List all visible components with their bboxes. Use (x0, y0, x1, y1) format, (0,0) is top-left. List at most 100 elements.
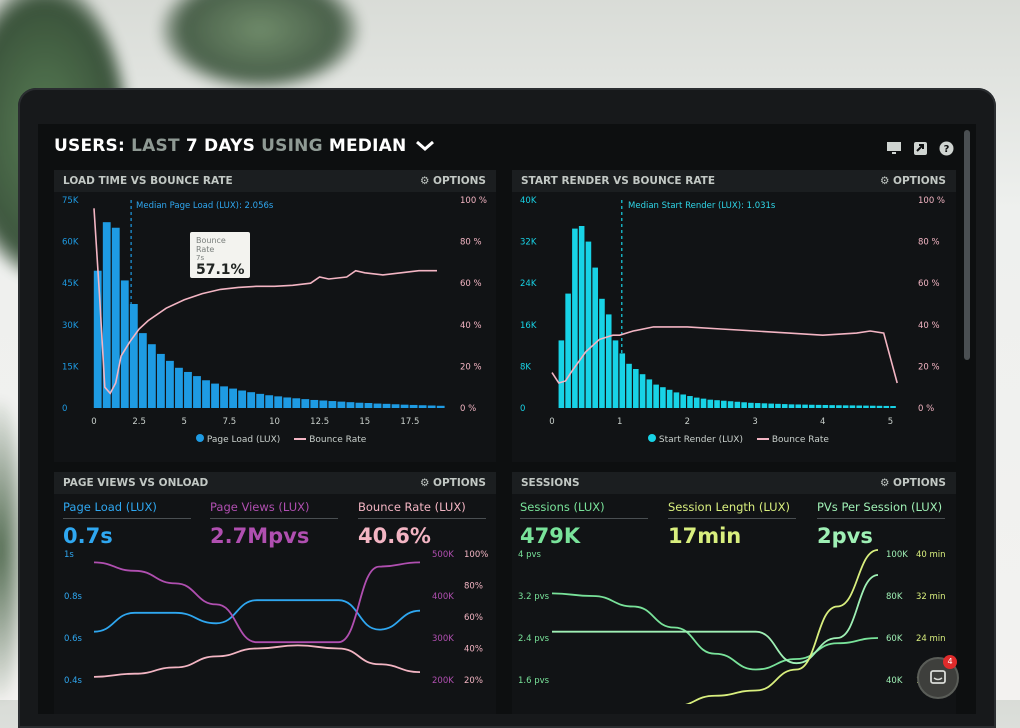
metric-value: 40.6% (358, 524, 431, 548)
bar (427, 405, 436, 408)
y-tick-label: 60K (62, 238, 79, 248)
bar (156, 353, 165, 408)
y-tick-label: 75K (62, 196, 79, 206)
bar (400, 404, 409, 408)
metric-value: 0.7s (63, 524, 113, 548)
chevron-down-icon[interactable] (415, 140, 435, 152)
legend-item[interactable]: Bounce Rate (756, 434, 829, 445)
y-tick-label: 2.4 pvs (518, 634, 550, 644)
bar (626, 363, 632, 408)
median-annotation: Median Page Load (LUX): 2.056s (136, 201, 274, 211)
bounce-rate-line (93, 208, 437, 395)
x-tick-label: 4 (820, 417, 825, 427)
header-period-dropdown[interactable]: 7 DAYS (185, 136, 256, 156)
legend-item[interactable]: Bounce Rate (294, 435, 366, 445)
y-tick-label: 1.6 pvs (518, 676, 550, 686)
x-tick-label: 2 (685, 417, 690, 427)
legend-label: Bounce Rate (771, 434, 829, 445)
metric-value: 17min (668, 524, 742, 548)
bar (409, 404, 418, 408)
bar (775, 403, 781, 408)
legend-label: Start Render (LUX) (658, 435, 743, 445)
panel-page-views: PAGE VIEWS VS ONLOAD ⚙ OPTIONS Page Load… (54, 472, 496, 714)
series-line (552, 574, 879, 665)
y-tick-label: 3.2 pvs (518, 592, 550, 602)
legend-item[interactable]: Page Load (LUX) (196, 434, 280, 445)
options-button[interactable]: ⚙ OPTIONS (879, 175, 946, 187)
bar (256, 393, 265, 408)
bar (578, 226, 585, 408)
bar (680, 394, 686, 408)
y-tick-label: 400K (432, 592, 454, 602)
tooltip-sub: 7s (196, 254, 205, 262)
bar (727, 401, 734, 408)
y-tick-label: 20% (464, 676, 483, 686)
y2-tick-label: 40 % (460, 321, 482, 331)
median-annotation: Median Start Render (LUX): 1.031s (628, 201, 776, 211)
help-icon[interactable]: ? (938, 140, 954, 156)
x-tick-label: 7.5 (223, 417, 237, 427)
bar (795, 404, 802, 408)
bar (673, 392, 680, 408)
y-tick-label: 80K (886, 592, 903, 602)
panel-title: START RENDER VS BOUNCE RATE (521, 175, 715, 187)
series-line (551, 592, 879, 671)
legend-item[interactable]: Start Render (LUX) (648, 434, 743, 445)
bar (883, 405, 890, 408)
y-tick-label: 60K (886, 634, 903, 644)
bar (391, 404, 400, 408)
bar (166, 360, 174, 408)
metric-label: Sessions (LUX) (520, 500, 648, 519)
notification-badge: 4 (943, 655, 957, 669)
series-line (684, 549, 879, 704)
chat-icon (930, 670, 946, 684)
y2-tick-label: 20 % (918, 362, 940, 372)
bar (355, 402, 364, 408)
chart-legend: Page Load (LUX) Bounce Rate (196, 434, 366, 445)
options-button[interactable]: ⚙ OPTIONS (419, 175, 486, 187)
bar (646, 379, 653, 408)
x-tick-label: 5 (888, 417, 893, 427)
header-period-word: LAST (131, 136, 180, 156)
bar (265, 395, 274, 408)
bar (605, 314, 612, 408)
bar (829, 405, 835, 408)
bar (184, 371, 192, 408)
bounce-rate-line (551, 326, 898, 384)
bar (754, 403, 761, 408)
header-using-word: USING (261, 136, 323, 156)
bar (660, 387, 666, 408)
tooltip-value: 57.1% (196, 262, 245, 278)
y-tick-label: 24 min (916, 634, 946, 644)
y2-tick-label: 60 % (918, 279, 940, 289)
y-tick-label: 0.6s (64, 634, 83, 644)
y-tick-label: 24K (520, 279, 537, 289)
load-time-chart: 0 15K 30K 45K 60K 75K 0 % 20 % 40 % 60 % 80 % 100 %… (62, 196, 487, 427)
bar (129, 304, 138, 408)
bar (565, 293, 571, 408)
tooltip-label: Bounce Rate (196, 236, 226, 254)
y-tick-label: 4 pvs (518, 550, 542, 560)
panel-header: LOAD TIME VS BOUNCE RATE ⚙ OPTIONS (54, 170, 496, 192)
share-icon[interactable] (912, 140, 928, 156)
bar (639, 374, 646, 408)
scrollbar[interactable] (964, 130, 970, 360)
options-button[interactable]: ⚙ OPTIONS (879, 477, 946, 489)
y-tick-label: 1s (64, 550, 74, 560)
bar (310, 399, 319, 408)
options-button[interactable]: ⚙ OPTIONS (419, 477, 486, 489)
header-stat-dropdown[interactable]: MEDIAN (328, 136, 407, 156)
metric-page-views: Page Views (LUX) 2.7Mpvs (210, 500, 338, 548)
y-tick-label: 16K (520, 321, 537, 331)
metric-label: Page Load (LUX) (63, 500, 191, 519)
y2-tick-label: 0 % (918, 404, 934, 414)
bar (211, 383, 219, 408)
legend-label: Bounce Rate (309, 434, 367, 445)
monitor-icon[interactable] (886, 140, 902, 156)
bar (856, 405, 862, 408)
y-tick-label: 8K (520, 362, 531, 372)
bar (102, 222, 111, 408)
bar (558, 340, 565, 408)
bar (748, 402, 754, 408)
bar (220, 386, 228, 408)
